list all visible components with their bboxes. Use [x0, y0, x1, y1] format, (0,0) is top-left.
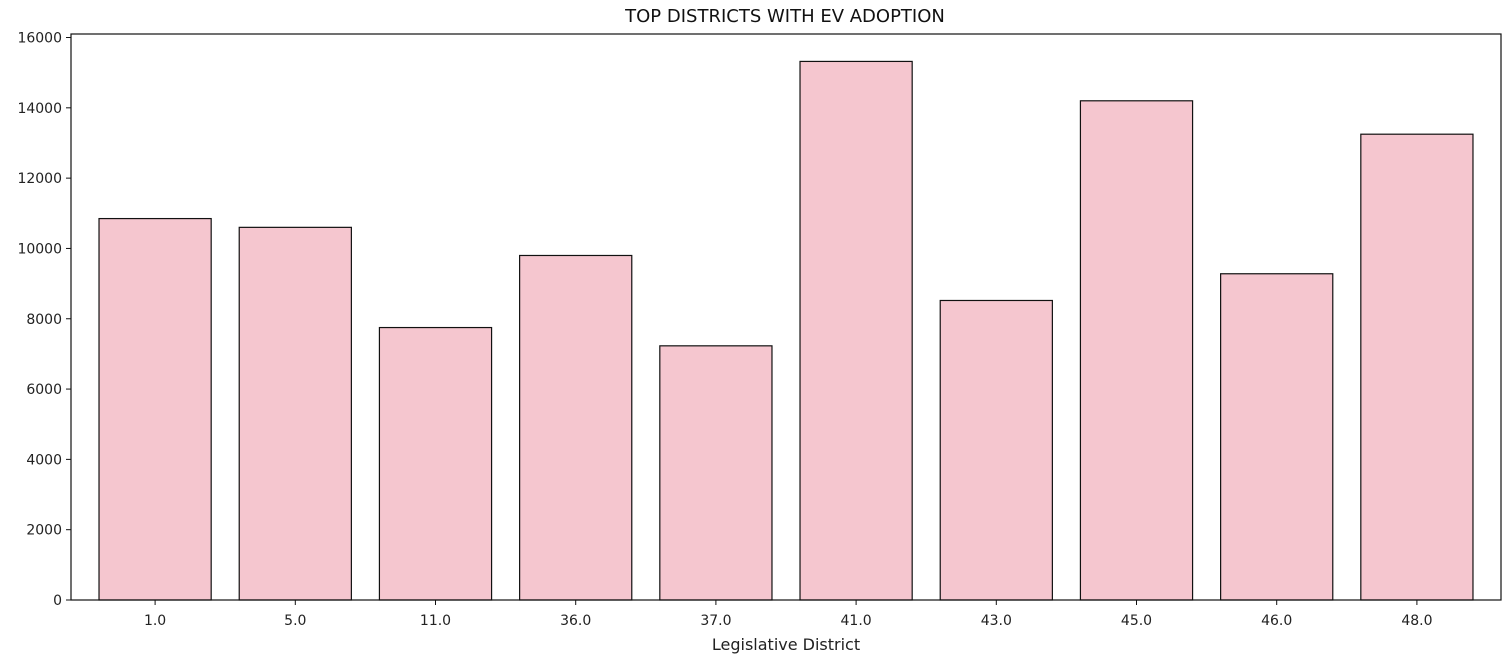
bar-district-41.0	[799, 60, 913, 601]
x-tick-label: 5.0	[284, 613, 306, 629]
y-tick-label: 2000	[26, 523, 62, 539]
bars-group	[98, 60, 1474, 601]
bar-district-48.0	[1360, 133, 1474, 601]
x-axis-label: Legislative District	[712, 635, 860, 654]
x-tick-label: 11.0	[420, 613, 451, 629]
bar-district-45.0	[1079, 100, 1194, 601]
y-tick-label: 4000	[26, 452, 62, 468]
x-tick-label: 45.0	[1121, 613, 1152, 629]
bar-district-1.0	[98, 217, 212, 601]
x-tick-label: 41.0	[841, 613, 872, 629]
x-axis: 1.0 5.0 11.0 36.0 37.0 41.0 43.0 45.0 46.0 48.0	[144, 600, 1432, 629]
bar-district-5.0	[238, 226, 352, 601]
y-tick-label: 16000	[17, 31, 62, 47]
x-tick-label: 48.0	[1401, 613, 1432, 629]
y-tick-label: 8000	[26, 312, 62, 328]
bar-district-37.0	[659, 345, 773, 601]
y-axis: 0 2000 4000 6000 8000 10000 12000 14000 16000	[17, 31, 71, 609]
bar-district-46.0	[1220, 273, 1334, 601]
y-tick-label: 10000	[17, 241, 62, 257]
bar-district-36.0	[519, 254, 633, 601]
y-tick-label: 0	[53, 593, 62, 609]
x-tick-label: 36.0	[560, 613, 591, 629]
bar-district-11.0	[378, 326, 493, 601]
x-tick-label: 37.0	[700, 613, 731, 629]
x-tick-label: 46.0	[1261, 613, 1292, 629]
plot-frame	[70, 33, 1502, 601]
x-tick-label: 1.0	[144, 613, 166, 629]
y-tick-label: 12000	[17, 171, 62, 187]
y-tick-label: 6000	[26, 382, 62, 398]
bar-district-43.0	[939, 299, 1053, 601]
y-tick-label: 14000	[17, 101, 62, 117]
chart-title: TOP DISTRICTS WITH EV ADOPTION	[624, 6, 945, 27]
x-tick-label: 43.0	[981, 613, 1012, 629]
